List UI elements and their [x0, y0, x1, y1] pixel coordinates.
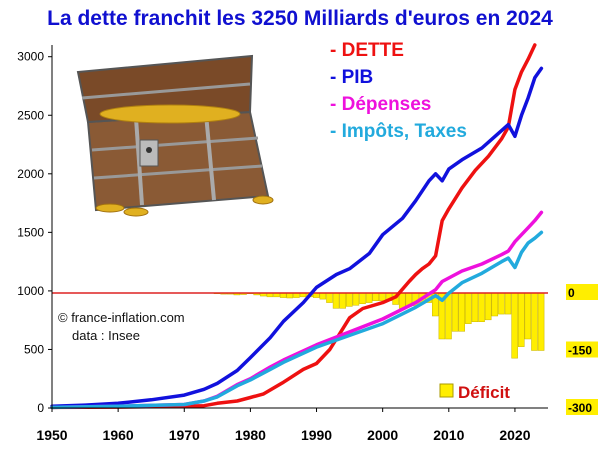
deficit-legend-label: Déficit [458, 383, 510, 402]
x-tick-label: 1950 [36, 427, 67, 443]
chart-title: La dette franchit les 3250 Milliards d'e… [47, 7, 553, 30]
right-tick-bg [566, 341, 598, 358]
y-tick-label: 1500 [17, 225, 44, 239]
deficit-bar [504, 292, 512, 315]
y-tick-label: 500 [24, 342, 44, 356]
deficit-bar [537, 292, 545, 351]
deficit-bar [332, 292, 340, 309]
y-tick-label: 2000 [17, 167, 44, 181]
series-lines [50, 43, 544, 410]
legend-entry-dette: - DETTE [330, 40, 404, 61]
deficit-bar [498, 292, 505, 315]
right-axis-ticks: 0 -150 -300 [566, 284, 598, 415]
deficit-bar [451, 292, 459, 332]
deficit-legend-swatch [439, 383, 454, 398]
y-axis-ticks: 0 500 1000 1500 2000 2500 3000 [17, 50, 52, 415]
deficit-bar [359, 292, 366, 304]
x-tick-label: 2010 [433, 427, 464, 443]
deficit-bar [319, 292, 327, 300]
x-tick-label: 2000 [367, 427, 398, 443]
y-tick-label: 0 [37, 401, 44, 415]
deficit-bar [398, 292, 406, 309]
y-tick-label: 3000 [17, 50, 44, 64]
deficit-bar [484, 292, 492, 321]
x-tick-label: 1960 [103, 427, 134, 443]
x-axis-ticks: 1950 1960 1970 1980 1990 2000 2010 2020 [36, 408, 531, 443]
legend: - DETTE - PIB - Dépenses - Impôts, Taxes [330, 40, 467, 142]
treasure-chest-illustration [76, 54, 274, 217]
deficit-bar [524, 292, 532, 340]
y-tick-label: 1000 [17, 284, 44, 298]
right-tick-label: 0 [568, 286, 575, 300]
series-line-dette [50, 43, 537, 410]
legend-entry-imp-ts-taxes: - Impôts, Taxes [330, 121, 467, 142]
deficit-bar [365, 292, 373, 303]
credit-source: © france-inflation.com [58, 310, 185, 325]
x-tick-label: 1990 [301, 427, 332, 443]
deficit-bar [346, 292, 353, 307]
deficit-bar [471, 292, 479, 322]
right-tick-label: -150 [568, 344, 592, 358]
deficit-bar [352, 292, 360, 306]
deficit-bar [531, 292, 538, 351]
right-tick-label: -300 [568, 401, 592, 415]
deficit-bar [478, 292, 485, 322]
deficit-bar [339, 292, 346, 309]
right-tick-bg [566, 284, 598, 300]
series-line-pib [50, 66, 544, 408]
deficit-bar [511, 292, 518, 359]
deficit-bar [465, 292, 472, 324]
x-tick-label: 2020 [499, 427, 530, 443]
legend-entry-d-penses: - Dépenses [330, 94, 431, 115]
x-tick-label: 1970 [169, 427, 200, 443]
series-line-imp-ts-taxes [50, 230, 544, 410]
right-tick-bg [566, 399, 598, 415]
deficit-bar [326, 292, 333, 303]
deficit-bar [379, 292, 386, 301]
deficit-bar [445, 292, 452, 340]
deficit-bar [517, 292, 525, 347]
x-tick-label: 1980 [235, 427, 266, 443]
deficit-bar [491, 292, 499, 317]
deficit-bar [372, 292, 380, 301]
deficit-bar [458, 292, 465, 332]
legend-entry-pib: - PIB [330, 67, 373, 88]
credit-data: data : Insee [72, 328, 140, 343]
y-tick-label: 2500 [17, 108, 44, 122]
